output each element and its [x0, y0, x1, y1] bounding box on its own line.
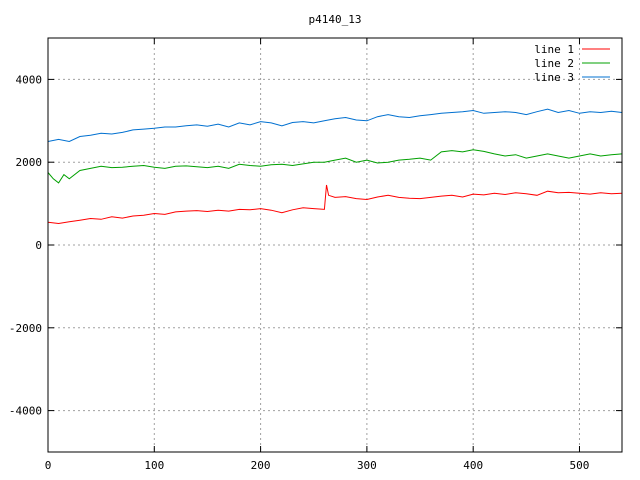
- x-tick-label: 500: [570, 459, 590, 472]
- y-tick-label: -4000: [9, 405, 42, 418]
- x-tick-label: 200: [251, 459, 271, 472]
- y-tick-label: 4000: [16, 73, 43, 86]
- y-tick-label: -2000: [9, 322, 42, 335]
- legend-label: line 2: [534, 57, 574, 70]
- legend-label: line 1: [534, 43, 574, 56]
- series-line-1: [47, 184, 623, 225]
- y-tick-label: 2000: [16, 156, 43, 169]
- x-tick-label: 400: [463, 459, 483, 472]
- series-layer: [47, 108, 623, 225]
- x-tick-label: 0: [45, 459, 52, 472]
- y-tick-label: 0: [35, 239, 42, 252]
- series-line-3: [47, 108, 623, 143]
- x-tick-label: 100: [144, 459, 164, 472]
- series-line-2: [47, 149, 623, 184]
- chart-title: p4140_13: [309, 13, 362, 26]
- x-tick-label: 300: [357, 459, 377, 472]
- legend-label: line 3: [534, 71, 574, 84]
- grid: [48, 38, 622, 452]
- axis-ticks: 0 100 200 300 400 500 -4000 -2000 0 2000 4000: [9, 38, 622, 472]
